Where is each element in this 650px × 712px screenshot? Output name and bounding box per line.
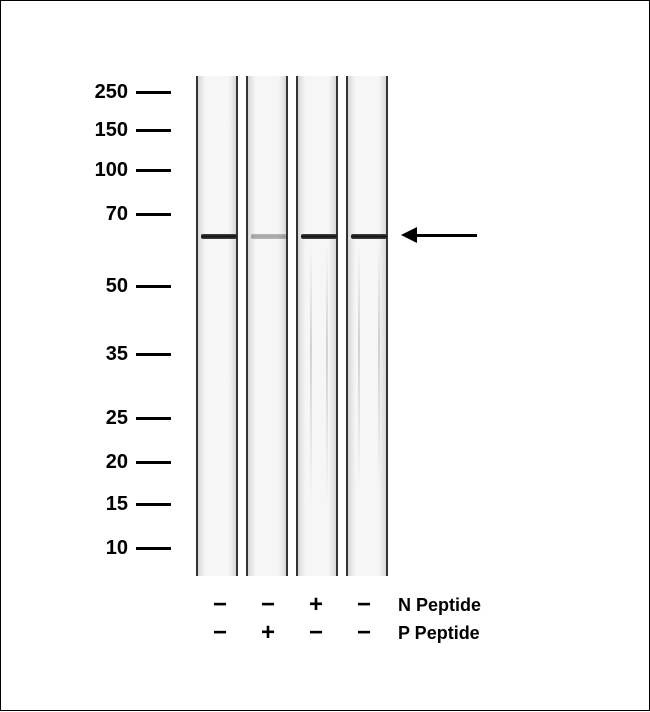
arrow-line <box>417 234 477 237</box>
ladder-tick <box>136 129 171 132</box>
ladder-tick <box>136 547 171 550</box>
band <box>351 234 387 239</box>
ladder-tick <box>136 213 171 216</box>
lane-separator <box>338 76 344 576</box>
ladder-label: 50 <box>106 275 128 298</box>
band <box>201 234 237 239</box>
band-faint <box>251 234 287 239</box>
ladder-mark: 15 <box>61 493 171 516</box>
legend-label: P Peptide <box>398 623 480 644</box>
ladder-mark: 35 <box>61 343 171 366</box>
ladder-tick <box>136 417 171 420</box>
ladder-label: 250 <box>95 81 128 104</box>
legend-mark: − <box>340 622 388 644</box>
ladder-mark: 100 <box>61 159 171 182</box>
ladder-mark: 25 <box>61 407 171 430</box>
legend-mark: − <box>292 622 340 644</box>
ladder-label: 20 <box>106 451 128 474</box>
ladder-label: 150 <box>95 119 128 142</box>
ladder-tick <box>136 285 171 288</box>
streak <box>326 246 328 506</box>
ladder-mark: 10 <box>61 537 171 560</box>
legend-mark: − <box>196 622 244 644</box>
ladder-tick <box>136 461 171 464</box>
lane-separator <box>288 76 294 576</box>
ladder-tick <box>136 503 171 506</box>
legend-row-n-peptide: − − + − N Peptide <box>196 591 481 619</box>
blot-membrane <box>196 76 416 576</box>
ladder-label: 100 <box>95 159 128 182</box>
ladder-mark: 50 <box>61 275 171 298</box>
legend-mark: − <box>340 594 388 616</box>
legend-mark: − <box>196 594 244 616</box>
band-arrow <box>401 227 477 243</box>
ladder-label: 10 <box>106 537 128 560</box>
arrow-head-icon <box>401 227 417 243</box>
ladder-mark: 70 <box>61 203 171 226</box>
lane-3 <box>296 76 338 576</box>
ladder-mark: 150 <box>61 119 171 142</box>
legend-row-p-peptide: − + − − P Peptide <box>196 619 481 647</box>
streak <box>378 246 380 486</box>
streak <box>310 246 312 506</box>
legend-label: N Peptide <box>398 595 481 616</box>
band <box>301 234 337 239</box>
ladder-tick <box>136 91 171 94</box>
ladder-tick <box>136 353 171 356</box>
ladder-label: 70 <box>106 203 128 226</box>
western-blot-figure: 250 150 100 70 50 35 25 20 15 10 <box>1 1 650 712</box>
ladder-mark: 250 <box>61 81 171 104</box>
ladder-label: 25 <box>106 407 128 430</box>
lane-separator <box>238 76 244 576</box>
lane-4 <box>346 76 388 576</box>
ladder-label: 35 <box>106 343 128 366</box>
lane-2 <box>246 76 288 576</box>
peptide-legend: − − + − N Peptide − + − − P Peptide <box>196 591 481 647</box>
ladder-tick <box>136 169 171 172</box>
legend-mark: − <box>244 594 292 616</box>
ladder-label: 15 <box>106 493 128 516</box>
legend-mark: + <box>244 622 292 644</box>
legend-mark: + <box>292 594 340 616</box>
lane-1 <box>196 76 238 576</box>
ladder-mark: 20 <box>61 451 171 474</box>
streak <box>358 246 360 486</box>
